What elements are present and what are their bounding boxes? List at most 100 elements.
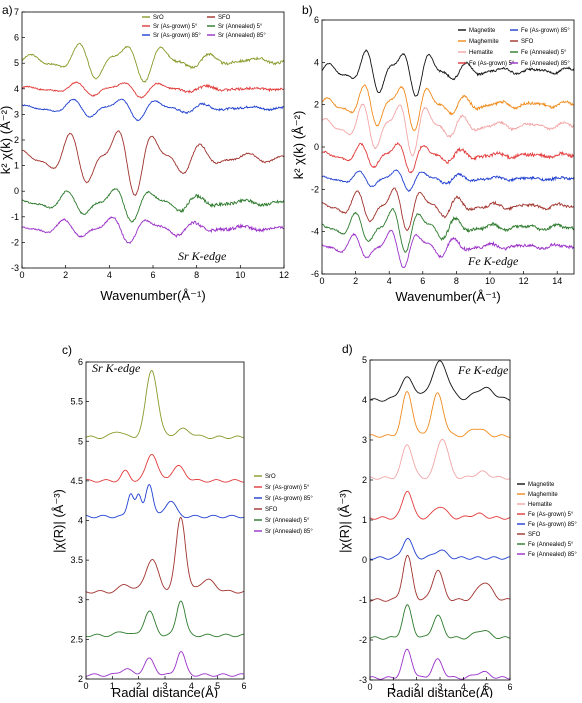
y-tick-label: -1 <box>359 595 367 605</box>
y-tick-label: 5 <box>78 436 83 446</box>
x-tick-label: 0 <box>19 270 24 280</box>
legend-label: SFO <box>528 532 541 538</box>
legend-label: Fe (Annealed) 85° <box>521 61 570 67</box>
x-tick-label: 3 <box>162 681 167 691</box>
y-tick-label: 4.5 <box>70 476 83 486</box>
series-line <box>22 188 284 223</box>
edge-annotation: Sr K-edge <box>92 361 141 375</box>
plot-frame <box>85 361 245 680</box>
edge-annotation: Fe K-edge <box>457 363 509 377</box>
series-line <box>86 453 244 483</box>
panel-letter: b) <box>302 3 313 17</box>
legend-label: Sr (As-grown) 85° <box>153 33 201 39</box>
x-tick-label: 10 <box>235 270 245 280</box>
y-tick-label: 0 <box>14 186 19 196</box>
y-tick-label: -2 <box>359 635 367 645</box>
y-tick-label: -1 <box>11 212 19 222</box>
series-line <box>86 600 244 638</box>
panel-letter: a) <box>2 3 13 17</box>
legend-label: SFO <box>521 39 534 45</box>
y-tick-label: 1 <box>362 515 367 525</box>
series-line <box>370 391 510 438</box>
legend-label: Sr (Annealed) 85° <box>265 529 313 535</box>
series-line <box>86 516 244 594</box>
legend-label: SrO <box>153 15 164 21</box>
panel-letter: c) <box>62 343 72 357</box>
y-tick-label: -2 <box>11 237 19 247</box>
series-line <box>370 490 510 520</box>
legend: Magnetite Maghemite Hematite Fe (As-grown) … <box>458 28 570 67</box>
legend-label: Hematite <box>469 50 494 56</box>
series-line <box>22 98 284 122</box>
x-tick-label: 2 <box>414 682 419 692</box>
x-tick-label: 4 <box>387 276 392 286</box>
x-axis-label: Radial distance(Å) <box>112 685 218 698</box>
x-tick-label: 6 <box>507 682 512 692</box>
series-line <box>86 651 244 677</box>
series-line <box>322 84 574 132</box>
x-tick-label: 12 <box>279 270 289 280</box>
legend-label: Sr (As-grown) 85° <box>265 496 313 502</box>
x-tick-label: 4 <box>189 681 194 691</box>
edge-annotation: Sr K-edge <box>178 249 227 263</box>
x-tick-label: 2 <box>136 681 141 691</box>
y-tick-label: 6 <box>14 33 19 43</box>
x-tick-label: 2 <box>353 276 358 286</box>
y-tick-label: -3 <box>11 263 19 273</box>
y-tick-label: 0 <box>362 555 367 565</box>
x-tick-label: 4 <box>461 682 466 692</box>
chart-panel-2: 0 2 4 6 8 10 12 14 -6 -4 -2 0 2 4 6 Wavenumber(Å⁻¹) k² χ… <box>291 3 575 304</box>
legend-label: Fe (As-grown) 5° <box>469 61 515 67</box>
legend-label: Maghemite <box>528 492 558 498</box>
x-tick-label: 10 <box>485 276 495 286</box>
legend-label: Fe (As-grown) 5° <box>528 512 574 518</box>
legend-label: Maghemite <box>469 39 499 45</box>
plot-frame <box>321 19 575 275</box>
series-group <box>322 49 574 269</box>
x-tick-label: 5 <box>484 682 489 692</box>
plot-frame <box>21 11 285 269</box>
x-axis-label: Radial distance(Å) <box>387 685 493 698</box>
panel-letter: d) <box>342 342 353 356</box>
legend-label: Fe (Annealed) 5° <box>528 542 574 548</box>
series-line <box>370 438 510 480</box>
y-tick-label: -6 <box>311 269 319 279</box>
y-tick-label: 1 <box>14 161 19 171</box>
series-line <box>370 537 510 560</box>
y-tick-label: 3.5 <box>70 555 83 565</box>
edge-annotation: Fe K-edge <box>467 254 519 268</box>
legend-label: Sr (Annealed) 5° <box>218 24 263 30</box>
x-tick-label: 4 <box>107 270 112 280</box>
series-line <box>22 42 284 83</box>
series-line <box>86 483 244 519</box>
x-tick-label: 2 <box>63 270 68 280</box>
x-tick-label: 6 <box>150 270 155 280</box>
y-tick-label: 3 <box>14 109 19 119</box>
legend-label: SFO <box>218 15 231 21</box>
series-line <box>370 648 510 680</box>
x-tick-label: 8 <box>194 270 199 280</box>
legend-label: Magnetite <box>469 28 496 34</box>
series-group <box>22 42 284 245</box>
series-line <box>370 604 510 640</box>
series-line <box>22 81 284 99</box>
series-line <box>322 49 574 97</box>
y-tick-label: 3 <box>362 435 367 445</box>
series-line <box>22 130 284 197</box>
y-tick-label: 4 <box>14 84 19 94</box>
y-tick-label: 2 <box>78 674 83 684</box>
x-tick-label: 0 <box>367 682 372 692</box>
x-tick-label: 1 <box>110 681 115 691</box>
legend-label: Sr (Annealed) 5° <box>265 518 310 524</box>
legend: SrO Sr (As-grown) 5° Sr (As-grown) 85° SFO S… <box>142 15 266 39</box>
legend-label: SrO <box>265 474 276 480</box>
y-tick-label: -2 <box>311 184 319 194</box>
series-line <box>322 229 574 269</box>
y-tick-label: 7 <box>14 7 19 17</box>
y-tick-label: 2 <box>14 135 19 145</box>
series-line <box>322 141 574 174</box>
x-tick-label: 8 <box>454 276 459 286</box>
legend-label: Fe (Annealed) 5° <box>521 50 567 56</box>
series-line <box>86 370 244 440</box>
